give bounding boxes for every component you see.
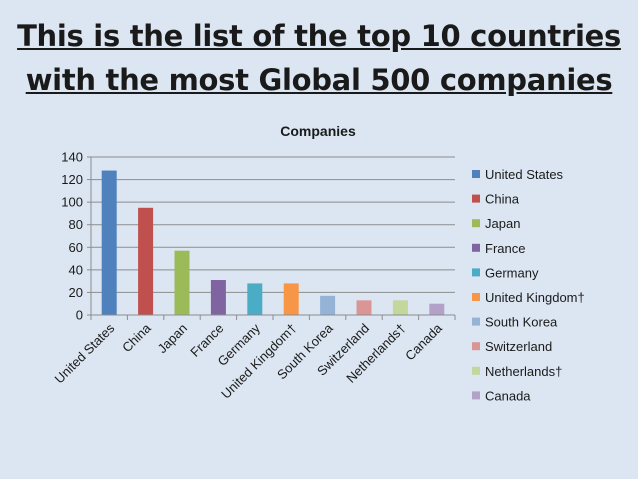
x-tick-label: China	[119, 320, 154, 355]
bar	[174, 250, 190, 315]
y-axis-ticks: 0 20 40 60 80 100 120 140	[61, 150, 91, 323]
bar	[210, 280, 226, 315]
legend-swatch	[472, 194, 480, 203]
legend-item: France	[472, 241, 525, 256]
legend-swatch	[472, 243, 480, 252]
legend-item: South Korea	[472, 315, 558, 330]
bar	[320, 295, 336, 315]
y-tick-label: 0	[76, 308, 83, 323]
legend-item: Switzerland	[472, 339, 552, 354]
slide-title-line-1: This is the list of the top 10 countries	[17, 19, 621, 53]
bar	[247, 283, 263, 315]
bar	[392, 300, 408, 315]
legend-swatch	[472, 391, 480, 400]
legend-swatch	[472, 219, 480, 228]
chart-legend: United States China Japan France Germany Unit…	[472, 167, 585, 403]
bar	[429, 303, 445, 315]
legend-item: China	[472, 192, 520, 207]
y-tick-label: 140	[61, 150, 83, 165]
legend-swatch	[472, 366, 480, 375]
legend-item: Japan	[472, 216, 520, 231]
y-tick-label: 80	[69, 217, 83, 232]
legend-item: Netherlands†	[472, 364, 562, 379]
x-axis-labels: United States China JapanFranceGermanyUnit…	[52, 320, 446, 402]
y-tick-label: 40	[69, 262, 83, 277]
x-tick-label: United States	[52, 320, 118, 386]
legend-swatch	[472, 293, 480, 301]
bar	[283, 283, 299, 315]
y-tick-label: 120	[61, 172, 83, 187]
x-tick-label: Canada	[402, 320, 445, 363]
legend-label: South Korea	[485, 315, 558, 330]
y-tick-label: 20	[69, 285, 83, 300]
slide-title: This is the list of the top 10 countries…	[0, 14, 638, 102]
chart-axes	[90, 157, 456, 320]
legend-item: Germany	[472, 265, 539, 280]
legend-label: France	[485, 241, 525, 256]
legend-swatch	[472, 268, 480, 277]
legend-item: United States	[472, 167, 564, 182]
legend-label: United Kingdom†	[485, 290, 585, 305]
legend-label: Canada	[485, 388, 531, 403]
legend-label: Germany	[485, 265, 539, 280]
chart-bars	[101, 170, 445, 315]
x-tick-label: Japan	[154, 321, 190, 357]
y-tick-label: 60	[69, 240, 83, 255]
y-tick-label: 100	[61, 195, 83, 210]
chart-title: Companies	[280, 123, 356, 139]
legend-label: Netherlands†	[485, 364, 562, 379]
bar	[101, 170, 117, 315]
legend-label: Switzerland	[485, 339, 552, 354]
bar	[138, 207, 154, 315]
slide-title-line-2: with the most Global 500 companies	[25, 63, 613, 97]
legend-item: Canada	[472, 388, 531, 403]
bar	[356, 300, 372, 315]
legend-label: United States	[485, 167, 564, 182]
legend-label: China	[485, 192, 520, 207]
legend-swatch	[472, 170, 480, 178]
legend-swatch	[472, 317, 480, 326]
legend-item: United Kingdom†	[472, 290, 585, 305]
legend-swatch	[472, 342, 480, 351]
legend-label: Japan	[485, 216, 520, 231]
